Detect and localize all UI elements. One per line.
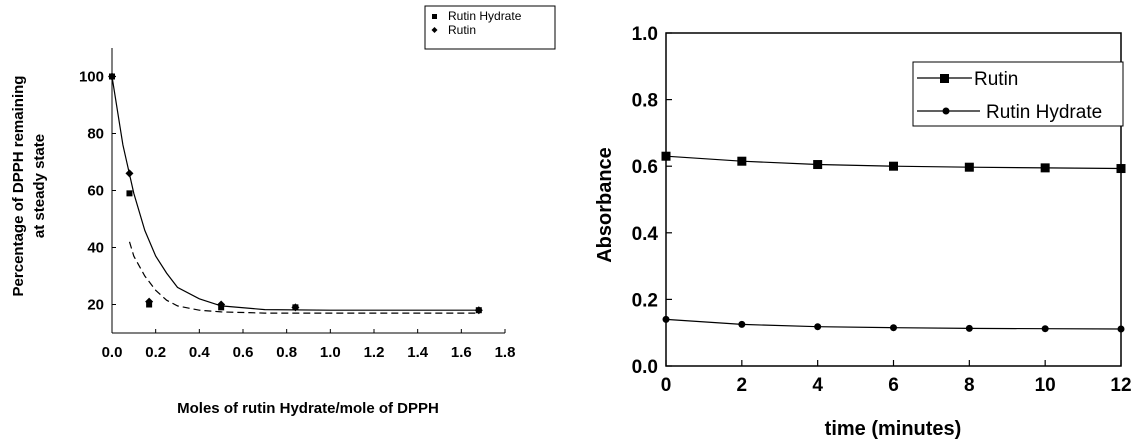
data-point-rutin-hydrate	[662, 315, 670, 323]
left-y-tick-label: 20	[87, 297, 104, 314]
left-x-tick-label: 0.4	[189, 344, 211, 361]
right-x-tick-label: 12	[1110, 375, 1131, 396]
right-x-tick-label: 2	[737, 375, 748, 396]
right-x-tick-label: 4	[812, 375, 823, 396]
right-x-tick-label: 10	[1035, 375, 1056, 396]
left-fit-curves	[111, 76, 479, 314]
left-x-tick-label: 0.8	[276, 344, 297, 361]
data-point-rutin	[474, 306, 483, 315]
right-x-tick-label: 0	[661, 375, 672, 396]
data-point-rutin	[889, 161, 898, 171]
data-point-rutin-hydrate	[890, 324, 897, 332]
left-y-tick-label: 80	[87, 126, 104, 143]
data-point-rutin	[217, 300, 226, 309]
right-y-tick-label: 1.0	[632, 24, 658, 45]
left-y-axis-title-line2: at steady state	[31, 134, 48, 238]
left-x-tick-label: 1.8	[495, 344, 516, 361]
data-point-rutin-hydrate	[1041, 325, 1049, 333]
left-x-axis-title: Moles of rutin Hydrate/mole of DPPH	[177, 400, 439, 417]
right-chart: 0 2 4 6 8 10 12 0.0 0.2 0.4 0.6 0.8 1.0 time (minute…	[594, 24, 1132, 440]
data-point-rutin-hydrate	[965, 324, 973, 332]
data-point-rutin	[291, 303, 300, 312]
data-point-rutin	[964, 162, 974, 172]
right-x-tick-label: 6	[888, 375, 899, 396]
data-point-rutin	[813, 160, 823, 170]
left-y-tick-label: 60	[87, 183, 104, 200]
right-data-points	[661, 151, 1126, 333]
right-y-tick-label: 0.8	[632, 91, 658, 112]
data-point-rutin	[737, 156, 747, 166]
right-x-axis-title: time (minutes)	[825, 418, 962, 440]
right-legend-label-rutin: Rutin	[974, 69, 1018, 90]
fit-curve-rutin	[111, 76, 479, 311]
right-y-tick-label: 0.0	[632, 357, 658, 378]
left-x-tick-label: 1.6	[451, 344, 472, 361]
left-legend: Rutin Hydrate Rutin	[424, 5, 556, 50]
left-x-tick-label: 0.2	[145, 344, 166, 361]
left-chart: 0.0 0.2 0.4 0.6 0.8 1.0 1.2 1.4 1.6 1.8 20 40 60 80 10…	[10, 5, 556, 417]
right-legend: Rutin Rutin Hydrate	[912, 61, 1124, 127]
legend-square-marker-icon	[432, 14, 437, 19]
right-series-lines	[665, 155, 1122, 330]
left-y-tick-label: 100	[79, 69, 104, 86]
left-y-axis-title-line1: Percentage of DPPH remaining	[10, 76, 27, 297]
data-point-rutin-hydrate	[738, 320, 746, 328]
data-point-rutin	[145, 297, 154, 306]
legend-square-marker-icon	[940, 74, 949, 83]
data-point-rutin-hydrate	[126, 190, 133, 197]
left-x-tick-label: 0.6	[233, 344, 254, 361]
fit-curve-rutin-hydrate	[128, 241, 479, 314]
legend-diamond-marker-icon	[431, 27, 438, 33]
data-point-rutin	[108, 72, 116, 81]
left-legend-box	[424, 5, 556, 50]
left-legend-label-rutin: Rutin	[448, 23, 476, 37]
right-y-tick-label: 0.6	[632, 157, 658, 178]
data-point-rutin	[1040, 163, 1050, 173]
left-data-points	[108, 72, 483, 315]
right-legend-box	[912, 61, 1124, 127]
left-x-tick-label: 0.0	[102, 344, 123, 361]
right-y-tick-label: 0.4	[632, 224, 659, 245]
data-point-rutin	[1116, 164, 1126, 174]
legend-circle-marker-icon	[942, 107, 950, 115]
left-x-tick-label: 1.4	[407, 344, 429, 361]
right-legend-label-rutin-hydrate: Rutin Hydrate	[986, 102, 1102, 123]
data-point-rutin	[661, 151, 671, 161]
left-x-tick-label: 1.2	[364, 344, 385, 361]
right-ticks: 0 2 4 6 8 10 12 0.0 0.2 0.4 0.6 0.8 1.0	[632, 24, 1132, 396]
data-point-rutin-hydrate	[814, 323, 822, 331]
data-point-rutin	[125, 169, 134, 178]
left-ticks: 0.0 0.2 0.4 0.6 0.8 1.0 1.2 1.4 1.6 1.8 20 40 60 80 10…	[79, 69, 515, 362]
left-y-tick-label: 40	[87, 240, 104, 257]
left-x-tick-label: 1.0	[320, 344, 341, 361]
left-legend-label-rutin-hydrate: Rutin Hydrate	[448, 9, 522, 23]
right-x-tick-label: 8	[964, 375, 975, 396]
data-point-rutin-hydrate	[1117, 325, 1125, 333]
right-y-axis-title: Absorbance	[594, 147, 616, 263]
right-y-tick-label: 0.2	[632, 290, 658, 311]
